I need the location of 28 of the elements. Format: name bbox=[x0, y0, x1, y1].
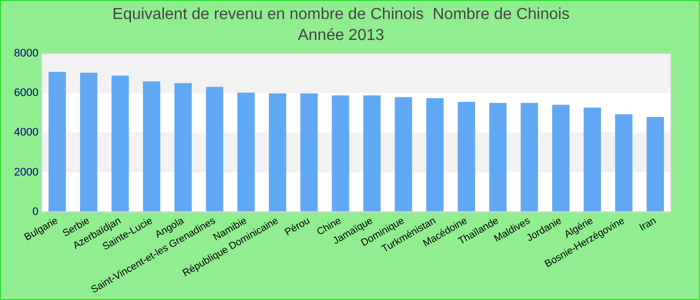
bar bbox=[206, 86, 224, 212]
bar bbox=[268, 93, 286, 212]
bar bbox=[363, 95, 381, 212]
bar bbox=[552, 104, 570, 212]
bar bbox=[615, 114, 632, 212]
bar bbox=[332, 95, 350, 212]
bar bbox=[394, 97, 412, 212]
chart-title: Equivalent de revenu en nombre de Chinois Nombre de Chinois bbox=[112, 6, 570, 24]
bar bbox=[489, 102, 507, 212]
bar bbox=[458, 102, 476, 212]
bar bbox=[142, 81, 160, 212]
y-tick-label: 0 bbox=[32, 206, 38, 218]
bar bbox=[48, 72, 66, 212]
bar bbox=[520, 102, 538, 212]
y-tick-label: 4000 bbox=[14, 126, 38, 139]
bar bbox=[80, 72, 98, 212]
y-tick-label: 6000 bbox=[14, 87, 38, 100]
bar bbox=[646, 116, 664, 212]
chart-subtitle: Année 2013 bbox=[298, 27, 384, 44]
y-tick-label: 8000 bbox=[14, 47, 38, 60]
bar bbox=[584, 108, 601, 212]
bar bbox=[112, 76, 129, 212]
bar bbox=[426, 98, 444, 212]
bar bbox=[237, 92, 255, 212]
x-tick-label: Iran bbox=[638, 215, 658, 234]
y-tick-label: 2000 bbox=[14, 166, 38, 178]
bar bbox=[300, 93, 318, 212]
bar bbox=[174, 83, 192, 212]
